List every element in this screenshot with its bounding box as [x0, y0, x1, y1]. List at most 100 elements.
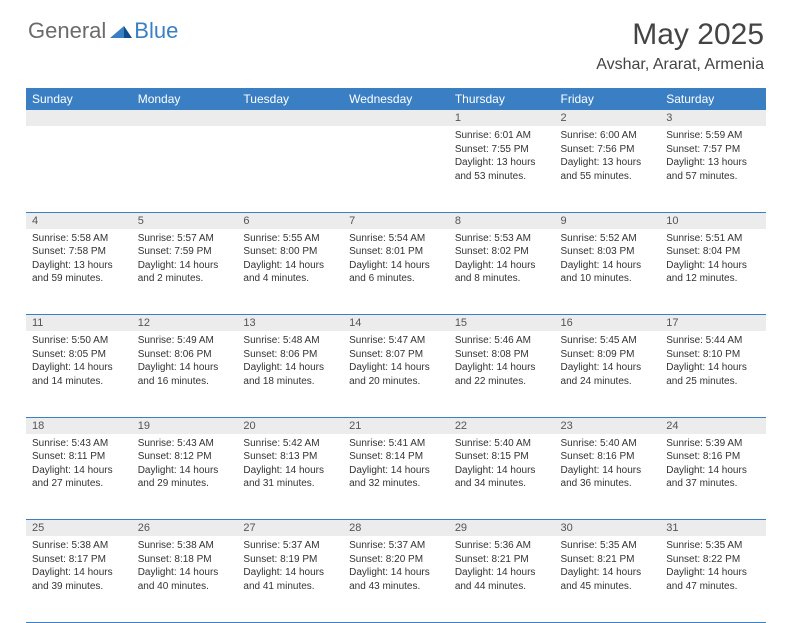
sunrise-line: Sunrise: 5:37 AM — [349, 539, 443, 553]
day-detail: Sunrise: 5:44 AMSunset: 8:10 PMDaylight:… — [660, 331, 766, 392]
daylight-line: Daylight: 14 hours and 24 minutes. — [561, 361, 655, 388]
calendar-cell: Sunrise: 5:57 AMSunset: 7:59 PMDaylight:… — [132, 229, 238, 315]
day-detail: Sunrise: 5:37 AMSunset: 8:20 PMDaylight:… — [343, 536, 449, 597]
sunrise-line: Sunrise: 5:53 AM — [455, 232, 549, 246]
daylight-line: Daylight: 14 hours and 27 minutes. — [32, 464, 126, 491]
calendar-cell: Sunrise: 5:54 AMSunset: 8:01 PMDaylight:… — [343, 229, 449, 315]
day-number: 17 — [660, 315, 766, 331]
sunrise-line: Sunrise: 5:38 AM — [32, 539, 126, 553]
calendar-cell: Sunrise: 6:00 AMSunset: 7:56 PMDaylight:… — [555, 126, 661, 212]
sunset-line: Sunset: 7:58 PM — [32, 245, 126, 259]
sunset-line: Sunset: 8:19 PM — [243, 553, 337, 567]
sunrise-line: Sunrise: 5:35 AM — [666, 539, 760, 553]
page-title: May 2025 — [596, 18, 764, 52]
calendar-cell: Sunrise: 5:39 AMSunset: 8:16 PMDaylight:… — [660, 434, 766, 520]
day-number: 26 — [132, 520, 238, 536]
calendar-cell: Sunrise: 5:45 AMSunset: 8:09 PMDaylight:… — [555, 331, 661, 417]
day-number: 31 — [660, 520, 766, 536]
sunset-line: Sunset: 8:04 PM — [666, 245, 760, 259]
sunset-line: Sunset: 7:57 PM — [666, 143, 760, 157]
day-number: 10 — [660, 213, 766, 229]
calendar-cell — [343, 126, 449, 212]
sunset-line: Sunset: 8:18 PM — [138, 553, 232, 567]
day-number: 23 — [555, 418, 661, 434]
calendar-table: SundayMondayTuesdayWednesdayThursdayFrid… — [26, 88, 766, 623]
sunrise-line: Sunrise: 5:45 AM — [561, 334, 655, 348]
calendar-cell — [26, 126, 132, 212]
calendar-cell: Sunrise: 5:47 AMSunset: 8:07 PMDaylight:… — [343, 331, 449, 417]
sunset-line: Sunset: 8:20 PM — [349, 553, 443, 567]
calendar-cell: Sunrise: 5:48 AMSunset: 8:06 PMDaylight:… — [237, 331, 343, 417]
sunrise-line: Sunrise: 5:59 AM — [666, 129, 760, 143]
calendar-cell: Sunrise: 5:38 AMSunset: 8:18 PMDaylight:… — [132, 536, 238, 622]
day-number: 6 — [237, 213, 343, 229]
sunrise-line: Sunrise: 5:51 AM — [666, 232, 760, 246]
day-detail: Sunrise: 5:35 AMSunset: 8:21 PMDaylight:… — [555, 536, 661, 597]
calendar-cell: Sunrise: 5:52 AMSunset: 8:03 PMDaylight:… — [555, 229, 661, 315]
day-number: 28 — [343, 520, 449, 536]
day-number — [343, 110, 449, 126]
day-number: 7 — [343, 213, 449, 229]
sunset-line: Sunset: 7:59 PM — [138, 245, 232, 259]
sunset-line: Sunset: 7:55 PM — [455, 143, 549, 157]
daylight-line: Daylight: 14 hours and 22 minutes. — [455, 361, 549, 388]
day-number: 21 — [343, 418, 449, 434]
daylight-line: Daylight: 14 hours and 45 minutes. — [561, 566, 655, 593]
daylight-line: Daylight: 14 hours and 20 minutes. — [349, 361, 443, 388]
weekday-header: Saturday — [660, 88, 766, 110]
daylight-line: Daylight: 14 hours and 4 minutes. — [243, 259, 337, 286]
sunset-line: Sunset: 8:10 PM — [666, 348, 760, 362]
day-detail: Sunrise: 5:53 AMSunset: 8:02 PMDaylight:… — [449, 229, 555, 290]
daylight-line: Daylight: 14 hours and 36 minutes. — [561, 464, 655, 491]
day-number — [26, 110, 132, 126]
sunrise-line: Sunrise: 5:39 AM — [666, 437, 760, 451]
sunset-line: Sunset: 8:21 PM — [455, 553, 549, 567]
sunset-line: Sunset: 8:00 PM — [243, 245, 337, 259]
calendar-cell: Sunrise: 5:51 AMSunset: 8:04 PMDaylight:… — [660, 229, 766, 315]
sunset-line: Sunset: 8:06 PM — [243, 348, 337, 362]
daylight-line: Daylight: 14 hours and 25 minutes. — [666, 361, 760, 388]
daylight-line: Daylight: 14 hours and 18 minutes. — [243, 361, 337, 388]
daylight-line: Daylight: 14 hours and 37 minutes. — [666, 464, 760, 491]
logo-text-general: General — [28, 18, 106, 44]
day-detail: Sunrise: 5:51 AMSunset: 8:04 PMDaylight:… — [660, 229, 766, 290]
sunrise-line: Sunrise: 5:43 AM — [138, 437, 232, 451]
day-detail: Sunrise: 5:39 AMSunset: 8:16 PMDaylight:… — [660, 434, 766, 495]
daylight-line: Daylight: 13 hours and 59 minutes. — [32, 259, 126, 286]
sunrise-line: Sunrise: 5:41 AM — [349, 437, 443, 451]
sunset-line: Sunset: 8:02 PM — [455, 245, 549, 259]
daylight-line: Daylight: 14 hours and 12 minutes. — [666, 259, 760, 286]
day-number: 29 — [449, 520, 555, 536]
daylight-line: Daylight: 14 hours and 40 minutes. — [138, 566, 232, 593]
day-detail: Sunrise: 5:46 AMSunset: 8:08 PMDaylight:… — [449, 331, 555, 392]
sunset-line: Sunset: 8:06 PM — [138, 348, 232, 362]
day-detail: Sunrise: 5:47 AMSunset: 8:07 PMDaylight:… — [343, 331, 449, 392]
day-number: 15 — [449, 315, 555, 331]
sunset-line: Sunset: 8:21 PM — [561, 553, 655, 567]
daylight-line: Daylight: 14 hours and 14 minutes. — [32, 361, 126, 388]
daylight-line: Daylight: 14 hours and 29 minutes. — [138, 464, 232, 491]
sunrise-line: Sunrise: 5:55 AM — [243, 232, 337, 246]
day-detail: Sunrise: 5:54 AMSunset: 8:01 PMDaylight:… — [343, 229, 449, 290]
day-detail: Sunrise: 6:01 AMSunset: 7:55 PMDaylight:… — [449, 126, 555, 187]
day-number — [132, 110, 238, 126]
day-detail: Sunrise: 5:49 AMSunset: 8:06 PMDaylight:… — [132, 331, 238, 392]
calendar-cell: Sunrise: 5:42 AMSunset: 8:13 PMDaylight:… — [237, 434, 343, 520]
weekday-header: Thursday — [449, 88, 555, 110]
sunset-line: Sunset: 8:12 PM — [138, 450, 232, 464]
weekday-header: Tuesday — [237, 88, 343, 110]
calendar-body: 123Sunrise: 6:01 AMSunset: 7:55 PMDaylig… — [26, 110, 766, 622]
daylight-line: Daylight: 14 hours and 44 minutes. — [455, 566, 549, 593]
sunrise-line: Sunrise: 5:58 AM — [32, 232, 126, 246]
logo: General Blue — [28, 18, 178, 44]
day-number: 13 — [237, 315, 343, 331]
calendar-cell: Sunrise: 5:41 AMSunset: 8:14 PMDaylight:… — [343, 434, 449, 520]
sunset-line: Sunset: 8:13 PM — [243, 450, 337, 464]
day-detail: Sunrise: 5:36 AMSunset: 8:21 PMDaylight:… — [449, 536, 555, 597]
day-detail: Sunrise: 5:35 AMSunset: 8:22 PMDaylight:… — [660, 536, 766, 597]
logo-text-blue: Blue — [134, 18, 178, 44]
calendar-cell: Sunrise: 5:49 AMSunset: 8:06 PMDaylight:… — [132, 331, 238, 417]
weekday-header: Wednesday — [343, 88, 449, 110]
day-number: 16 — [555, 315, 661, 331]
weekday-header: Monday — [132, 88, 238, 110]
